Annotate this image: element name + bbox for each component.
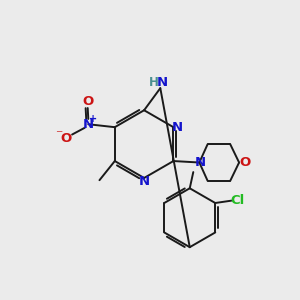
Text: N: N (139, 175, 150, 188)
Text: N: N (194, 156, 206, 169)
Text: O: O (82, 95, 93, 108)
Text: N: N (83, 118, 94, 131)
Text: N: N (157, 76, 168, 89)
Text: ⁻: ⁻ (55, 128, 62, 142)
Text: N: N (172, 121, 183, 134)
Text: +: + (89, 114, 98, 124)
Text: O: O (239, 156, 250, 169)
Text: O: O (61, 133, 72, 146)
Text: H: H (149, 76, 159, 89)
Text: Cl: Cl (231, 194, 245, 207)
